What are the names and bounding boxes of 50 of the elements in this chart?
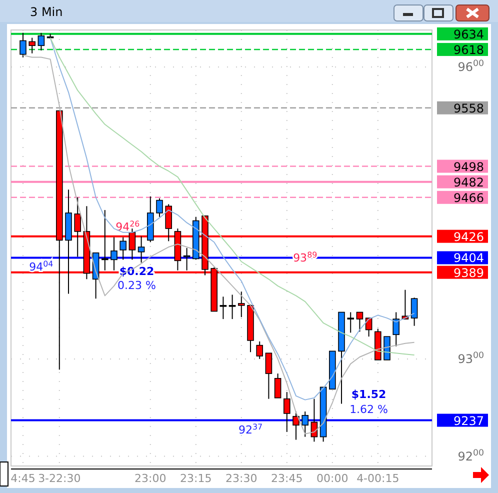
candlestick	[38, 32, 45, 51]
candlestick	[356, 312, 364, 332]
candlestick	[138, 236, 145, 264]
annotation: 1.62 %	[350, 403, 388, 416]
candlestick	[302, 411, 308, 438]
x-tick-label: 3-22:30	[38, 472, 81, 485]
ref-line-label: 9466	[453, 190, 484, 205]
x-tick-label: 4:45	[10, 472, 36, 485]
x-tick-label: 23:45	[271, 472, 303, 485]
candlestick	[265, 352, 272, 400]
y-tick-label: 93$^{00}$	[458, 350, 484, 366]
candlestick	[120, 236, 126, 260]
ref-line-label: 9389	[453, 266, 484, 280]
candlestick	[20, 32, 26, 58]
candlestick	[110, 236, 118, 271]
annotation: 0.23 %	[118, 279, 156, 292]
ref-line-label: 9404	[453, 251, 484, 266]
candlestick	[256, 340, 263, 360]
candlestick	[274, 373, 282, 398]
ref-line-label: 9237	[453, 414, 484, 428]
candlestick	[238, 291, 245, 318]
ref-line-label: 9482	[453, 175, 484, 190]
y-tick-label: 96$^{00}$	[458, 58, 484, 74]
candlestick	[284, 392, 290, 432]
ref-line-label: 9618	[453, 42, 484, 57]
candlestick	[28, 37, 36, 54]
candlestick	[220, 296, 227, 320]
ref-line-label: 9426	[453, 230, 484, 244]
x-tick-label: 23:30	[226, 472, 258, 485]
candlestick	[347, 312, 354, 334]
candlestick	[292, 411, 300, 440]
annotation: 94$^{26}$	[116, 218, 140, 234]
x-tick-label: 23:15	[180, 472, 212, 485]
candlestick	[392, 312, 400, 347]
candlestick	[410, 297, 418, 326]
x-tick-label: 23:00	[134, 472, 166, 485]
x-tick-label: 00:00	[316, 472, 348, 485]
annotation: 94$^{04}$	[29, 259, 54, 274]
chart-title: 3 Min	[30, 5, 63, 19]
ref-line-label: 9634	[453, 27, 484, 42]
candlestick	[102, 210, 108, 271]
candlestick	[228, 294, 236, 320]
candlestick	[384, 336, 390, 360]
ref-line-label: 9498	[453, 160, 484, 174]
candlestick	[156, 198, 163, 218]
ref-line-label: 9558	[453, 101, 484, 116]
x-tick-label: 4-00:15	[356, 472, 400, 485]
annotation: $1.52	[351, 388, 386, 401]
annotation: 92$^{37}$	[238, 422, 263, 436]
y-tick-label: 92$^{00}$	[458, 448, 484, 464]
